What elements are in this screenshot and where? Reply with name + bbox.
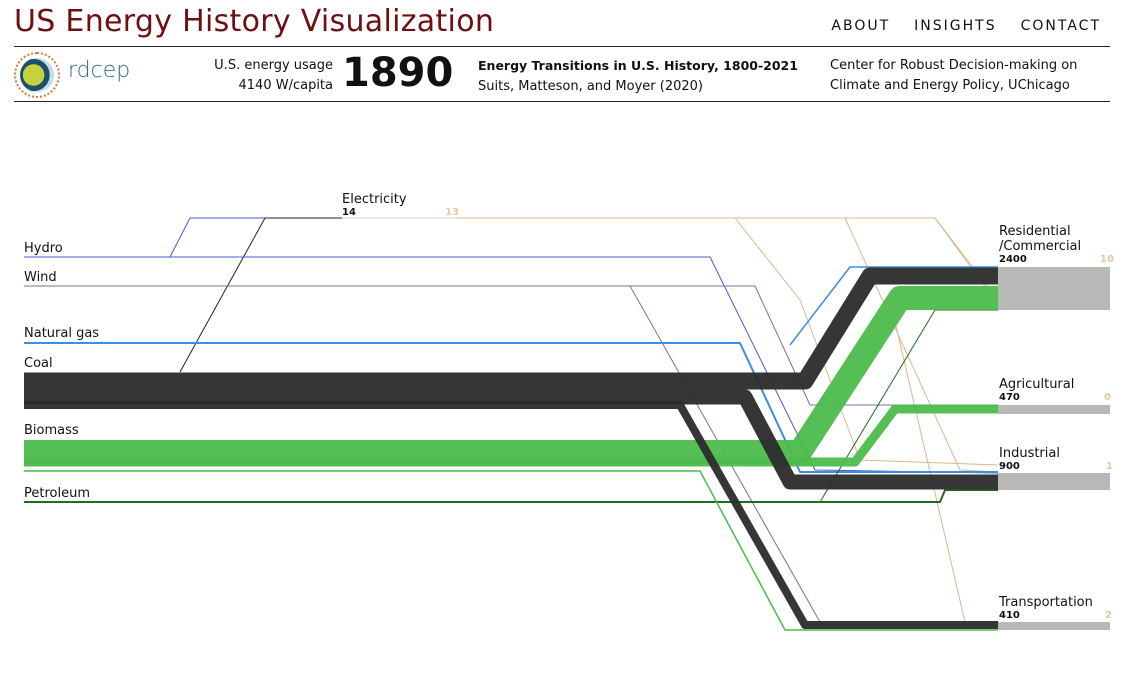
source-authors: Suits, Matteson, and Moyer (2020): [478, 79, 703, 94]
divider: [14, 101, 1110, 102]
top-nav: ABOUT INSIGHTS CONTACT: [831, 18, 1101, 34]
sector-loss-industrial: 1: [1106, 461, 1113, 472]
usage-value: 4140 W/capita: [238, 78, 334, 93]
org-line2: Climate and Energy Policy, UChicago: [830, 78, 1070, 93]
loss-bar-transportation[interactable]: [998, 622, 1110, 630]
usage-info: U.S. energy usage 4140 W/capita: [200, 56, 333, 96]
sector-label-commercial: /Commercial: [999, 239, 1081, 254]
flow-biomass-agricultural[interactable]: [24, 404, 998, 467]
source-label-biomass: Biomass: [24, 423, 79, 438]
flow-electricity-residential[interactable]: [734, 217, 999, 466]
flow-coal-electricity[interactable]: [179, 217, 342, 373]
flow-hydro-electricity[interactable]: [24, 217, 342, 258]
loss-bar-agricultural[interactable]: [998, 405, 1110, 414]
usage-label: U.S. energy usage: [214, 58, 333, 73]
source-label-hydro: Hydro: [24, 241, 63, 256]
flow-coal-transportation[interactable]: [24, 401, 998, 629]
flow-gas-residential[interactable]: [789, 266, 998, 346]
flow-coal-industrial[interactable]: [24, 389, 998, 490]
source-label-natural-gas: Natural gas: [24, 326, 99, 341]
flow-biomass-residential[interactable]: [24, 286, 998, 464]
sector-loss-agricultural: 0: [1104, 392, 1111, 403]
source-label-wind: Wind: [24, 270, 57, 285]
page-title: US Energy History Visualization: [14, 4, 495, 39]
electricity-loss: 13: [445, 207, 459, 218]
loss-bar-residential[interactable]: [998, 267, 1110, 310]
sector-label-residential: Residential: [999, 224, 1071, 239]
nav-about[interactable]: ABOUT: [831, 18, 891, 34]
nav-contact[interactable]: CONTACT: [1020, 18, 1101, 34]
flow-coal-residential[interactable]: [24, 267, 998, 390]
flow-gas-industrial[interactable]: [24, 342, 998, 473]
flow-electricity-transport2[interactable]: [889, 299, 998, 623]
year-display: 1890: [342, 50, 454, 96]
sector-value-transportation: 410: [999, 610, 1020, 621]
flow-biomass-transportation[interactable]: [24, 470, 998, 631]
sector-label-agricultural: Agricultural: [999, 377, 1074, 392]
rdcep-logo[interactable]: [14, 52, 60, 98]
org-line1: Center for Robust Decision-making on: [830, 58, 1078, 73]
org-info: Center for Robust Decision-making on Cli…: [830, 56, 1077, 96]
source-label-coal: Coal: [24, 356, 53, 371]
sector-value-residential: 2400: [999, 254, 1027, 265]
divider: [14, 46, 1110, 47]
electricity-label: Electricity: [342, 192, 407, 207]
sector-loss-residential: 10: [1100, 254, 1114, 265]
sector-label-industrial: Industrial: [999, 446, 1060, 461]
loss-bar-industrial[interactable]: [998, 473, 1110, 490]
sector-label-transportation: Transportation: [998, 595, 1093, 610]
sector-loss-transportation: 2: [1105, 610, 1112, 621]
electricity-value: 14: [342, 207, 356, 218]
flow-petroleum-industrial[interactable]: [24, 489, 998, 503]
source-label-petroleum: Petroleum: [24, 486, 90, 501]
source-info: Energy Transitions in U.S. History, 1800…: [478, 56, 798, 97]
sector-value-industrial: 900: [999, 461, 1020, 472]
logo-text: rdcep: [68, 58, 131, 83]
nav-insights[interactable]: INSIGHTS: [914, 18, 997, 34]
source-title: Energy Transitions in U.S. History, 1800…: [478, 58, 798, 73]
electricity-node[interactable]: [342, 217, 455, 219]
sector-value-agricultural: 470: [999, 392, 1020, 403]
